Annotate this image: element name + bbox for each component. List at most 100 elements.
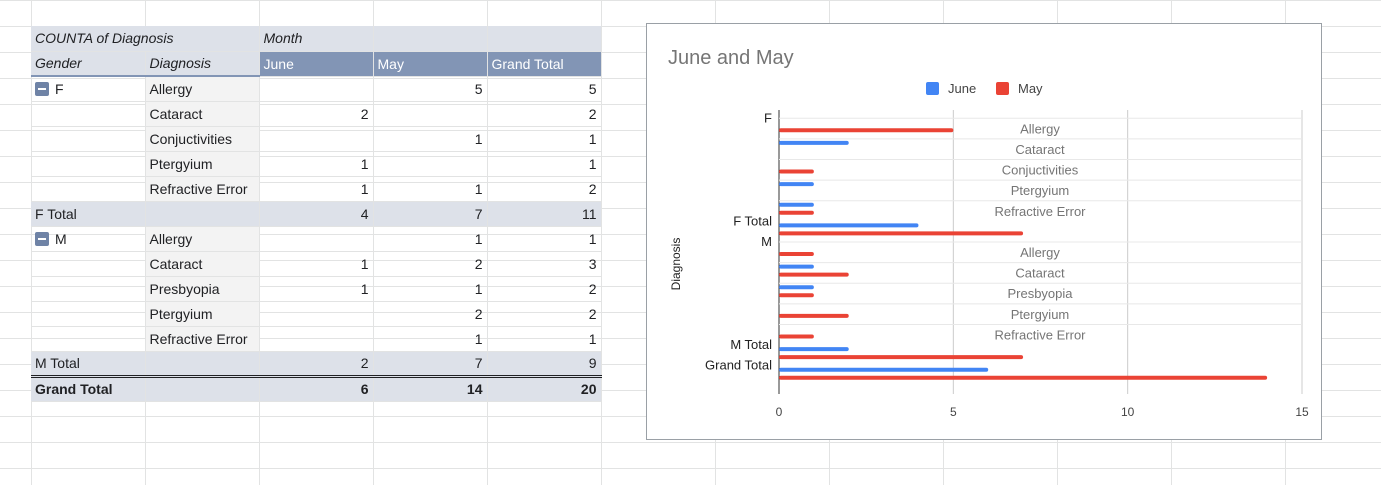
june-value-cell[interactable]: 1: [259, 251, 374, 277]
total-value-cell[interactable]: 1: [487, 151, 602, 177]
chart-title: June and May: [668, 47, 794, 69]
june-value-cell[interactable]: [259, 76, 374, 102]
total-value-cell[interactable]: 1: [487, 226, 602, 252]
diagnosis-cell[interactable]: Ptergyium: [145, 301, 260, 327]
may-value-cell[interactable]: [373, 101, 488, 127]
total-value-cell-text: 9: [588, 355, 597, 371]
may-value-cell[interactable]: 1: [373, 176, 488, 202]
june-header[interactable]: June: [259, 51, 374, 77]
diagnosis-cell[interactable]: [145, 351, 260, 377]
diagnosis-cell[interactable]: Refractive Error: [145, 176, 260, 202]
bar-may: [779, 375, 1268, 380]
may-value-cell[interactable]: 14: [373, 374, 488, 402]
collapse-group-icon[interactable]: [35, 81, 49, 96]
may-header[interactable]: May: [373, 51, 488, 77]
total-value-cell[interactable]: 2: [487, 176, 602, 202]
bar-june: [779, 140, 849, 145]
bar-chart[interactable]: June and May June May 0 5 10 15 Diagnosis Allerg…: [646, 23, 1322, 440]
gender-cell[interactable]: [31, 126, 146, 152]
may-value-cell[interactable]: 7: [373, 351, 488, 377]
may-value-cell[interactable]: 2: [373, 251, 488, 277]
diagnosis-cell[interactable]: [145, 374, 260, 402]
gender-cell[interactable]: [31, 101, 146, 127]
x-tick-label: 0: [776, 405, 783, 419]
total-value-cell[interactable]: 2: [487, 101, 602, 127]
total-value-cell[interactable]: 5: [487, 76, 602, 102]
may-value-cell[interactable]: 1: [373, 326, 488, 352]
may-value-cell[interactable]: 5: [373, 76, 488, 102]
gender-cell[interactable]: [31, 176, 146, 202]
category-label: Cataract: [1015, 142, 1065, 157]
june-value-cell[interactable]: 2: [259, 351, 374, 377]
diagnosis-cell[interactable]: Conjuctivities: [145, 126, 260, 152]
may-value-cell[interactable]: 1: [373, 226, 488, 252]
bar-may: [779, 252, 814, 256]
gender-cell[interactable]: F Total: [31, 201, 146, 227]
gender-header[interactable]: Gender: [31, 51, 146, 77]
gender-cell[interactable]: Grand Total: [31, 374, 146, 402]
june-value-cell[interactable]: 1: [259, 176, 374, 202]
diagnosis-cell[interactable]: Presbyopia: [145, 276, 260, 302]
june-value-cell[interactable]: [259, 326, 374, 352]
diagnosis-cell[interactable]: Ptergyium: [145, 151, 260, 177]
june-value-cell[interactable]: [259, 226, 374, 252]
diagnosis-cell[interactable]: Cataract: [145, 101, 260, 127]
may-value-cell[interactable]: 1: [373, 276, 488, 302]
may-value-cell-text: 7: [474, 205, 483, 222]
may-value-cell[interactable]: [373, 151, 488, 177]
total-value-cell-text: 2: [588, 180, 597, 197]
subtotal-row: F Total 4 7 11: [31, 201, 602, 227]
group-label: M: [761, 234, 772, 249]
gender-cell[interactable]: M Total: [31, 351, 146, 377]
total-value-cell[interactable]: 1: [487, 326, 602, 352]
category-label: Allergy: [1020, 245, 1060, 260]
june-value-cell[interactable]: 1: [259, 276, 374, 302]
empty-cell[interactable]: [487, 26, 602, 52]
gender-cell[interactable]: [31, 251, 146, 277]
gender-cell[interactable]: [31, 151, 146, 177]
bar-may: [779, 210, 814, 215]
diagnosis-cell-text: Refractive Error: [149, 330, 248, 347]
values-label[interactable]: COUNTA of Diagnosis: [31, 26, 260, 52]
category-label: Presbyopia: [1007, 286, 1073, 301]
gender-cell[interactable]: [31, 326, 146, 352]
total-value-cell[interactable]: 2: [487, 276, 602, 302]
gender-cell[interactable]: [31, 276, 146, 302]
total-value-cell[interactable]: 2: [487, 301, 602, 327]
column-group-label[interactable]: Month: [259, 26, 374, 52]
total-value-cell[interactable]: 1: [487, 126, 602, 152]
empty-cell[interactable]: [373, 26, 488, 52]
june-value-cell[interactable]: 4: [259, 201, 374, 227]
june-value-cell[interactable]: [259, 301, 374, 327]
june-value-cell[interactable]: [259, 126, 374, 152]
june-value-cell[interactable]: 6: [259, 374, 374, 402]
gender-cell[interactable]: F: [31, 76, 146, 102]
bar-june: [779, 347, 849, 352]
collapse-group-icon[interactable]: [35, 231, 49, 246]
gender-cell[interactable]: M: [31, 226, 146, 252]
total-value-cell[interactable]: 20: [487, 374, 602, 402]
may-value-cell[interactable]: 7: [373, 201, 488, 227]
diagnosis-cell[interactable]: Refractive Error: [145, 326, 260, 352]
diagnosis-cell[interactable]: Allergy: [145, 226, 260, 252]
june-value-cell[interactable]: 1: [259, 151, 374, 177]
total-value-cell[interactable]: 9: [487, 351, 602, 377]
diagnosis-cell[interactable]: [145, 201, 260, 227]
total-value-cell[interactable]: 11: [487, 201, 602, 227]
subtotal-row: M Total 2 7 9: [31, 351, 602, 377]
bar-june: [779, 223, 919, 228]
total-value-cell-text: 1: [588, 230, 597, 247]
category-label: Ptergyium: [1011, 307, 1070, 322]
may-value-cell[interactable]: 2: [373, 301, 488, 327]
diagnosis-header[interactable]: Diagnosis: [145, 51, 260, 77]
may-value-cell[interactable]: 1: [373, 126, 488, 152]
category-label: Cataract: [1015, 266, 1065, 281]
june-value-cell-text: 6: [360, 381, 369, 397]
total-value-cell[interactable]: 3: [487, 251, 602, 277]
grand-total-header[interactable]: Grand Total: [487, 51, 602, 77]
gender-cell[interactable]: [31, 301, 146, 327]
total-value-cell-text: 1: [588, 155, 597, 172]
june-value-cell[interactable]: 2: [259, 101, 374, 127]
diagnosis-cell[interactable]: Allergy: [145, 76, 260, 102]
diagnosis-cell[interactable]: Cataract: [145, 251, 260, 277]
